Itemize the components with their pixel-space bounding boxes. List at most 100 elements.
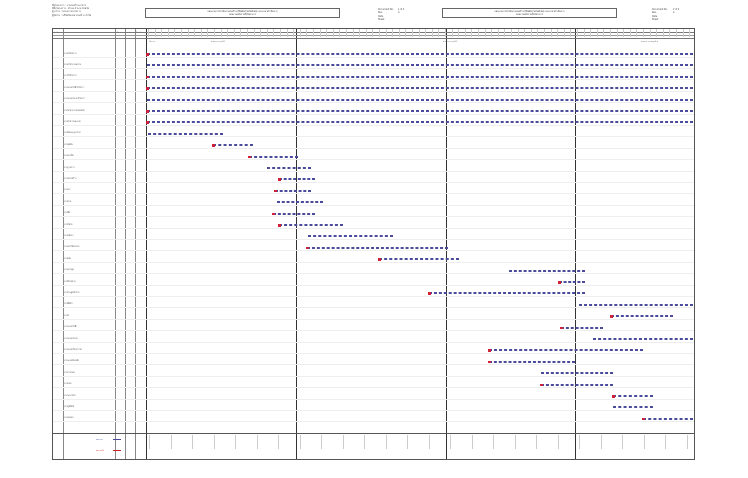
milestone-label: ส่งมอบงานงวดที่ 1 — [211, 41, 226, 43]
milestone-label: ส่งมอบงานงวดสุดท้าย — [641, 41, 659, 43]
row-rule — [53, 159, 694, 161]
timeline-tick — [689, 29, 691, 37]
timeline-tick — [656, 29, 658, 37]
task-row-label: งานฐานราก — [64, 166, 75, 169]
task-row-label: งานโครงสร้าง — [64, 177, 77, 180]
footer-column — [493, 435, 508, 449]
timeline-tick — [662, 29, 664, 37]
task-bar — [540, 383, 613, 387]
timeline-tick — [352, 29, 354, 37]
timeline-tick — [682, 29, 684, 37]
timeline-tick — [299, 29, 301, 37]
timeline-tick — [669, 29, 671, 37]
row-rule — [53, 238, 694, 240]
footer-column — [471, 435, 487, 449]
footer-column — [256, 435, 272, 449]
timeline-tick — [161, 29, 163, 37]
task-row-label: งานสำนักงานสนาม — [64, 63, 81, 66]
task-row-label: งานส่งมอบ — [64, 417, 74, 420]
period-divider — [296, 29, 297, 459]
timeline-tick — [583, 29, 585, 37]
row-rule — [53, 113, 694, 115]
footer-column — [407, 435, 422, 449]
row-rule — [53, 170, 694, 172]
timeline-tick — [491, 29, 493, 37]
legend-actual: ผลงานจริง — [96, 450, 105, 452]
task-bar — [147, 64, 693, 67]
row-rule — [53, 250, 694, 252]
footer-column — [536, 435, 551, 449]
project-info-line: ผู้ว่าจ้าง : หน่วยงานราชการ — [52, 10, 81, 14]
meta-label: Document No. — [378, 8, 394, 11]
task-bar — [593, 338, 693, 340]
title-box-right: แผนงานการดำเนินงานก่อสร้าง (Master Sched… — [442, 8, 617, 18]
timeline-tick — [544, 29, 545, 37]
timeline-tick — [563, 29, 565, 37]
doc-meta-right: Document No. Rev. Date Sheet — [652, 8, 668, 21]
footer-column — [278, 435, 293, 449]
timeline-tick — [372, 29, 374, 37]
col-divider — [135, 29, 136, 459]
task-bar — [509, 269, 585, 272]
legend-plan-swatch — [113, 439, 121, 440]
col-divider — [63, 29, 64, 459]
col-header-no: ลำดับ — [54, 32, 59, 34]
timeline-tick — [412, 29, 413, 37]
footer-column — [170, 435, 186, 449]
task-bar — [579, 303, 693, 306]
task-row-label: งานพื้นผิว — [64, 303, 73, 306]
timeline-tick — [174, 29, 176, 37]
row-rule — [53, 375, 694, 377]
project-info-line: ที่ตั้งโครงการ : ตำบล อำเภอ จังหวัด — [52, 7, 90, 11]
footer-column — [579, 435, 594, 449]
footer-column — [321, 435, 336, 449]
schedule-sheet: ลำดับ รายการ ปริมาณ หน่วย น้ำหนัก เริ่มง… — [52, 28, 695, 460]
footer-column — [686, 435, 702, 449]
task-bar — [148, 132, 223, 135]
timeline-tick — [339, 29, 341, 37]
row-rule — [53, 409, 694, 411]
timeline-tick — [365, 29, 367, 37]
col-header-weight: น้ำหนัก — [136, 32, 142, 34]
timeline-tick — [425, 29, 427, 37]
row-rule — [53, 181, 694, 183]
timeline-tick — [207, 29, 209, 37]
col-header-item: รายการ — [83, 32, 90, 34]
task-bar — [558, 281, 585, 284]
timeline-tick — [431, 29, 433, 37]
task-bar — [212, 144, 253, 147]
timeline-tick — [458, 29, 460, 37]
page-title-2: แผนงานการดำเนินงานก่อสร้าง (Master Sched… — [494, 10, 565, 13]
task-row-label: งานระบบประปาชั่วคราว — [64, 98, 86, 101]
timeline-tick — [187, 29, 189, 37]
timeline-tick — [504, 29, 506, 37]
timeline-tick — [233, 29, 235, 37]
footer-column — [299, 435, 315, 449]
period-divider — [446, 29, 447, 459]
row-rule — [53, 147, 694, 149]
header-rule — [53, 35, 694, 36]
task-bar — [278, 224, 343, 227]
period-divider — [575, 29, 576, 459]
task-row-label: งานระบบไฟฟ้าชั่วคราว — [64, 86, 85, 89]
doc-meta-left: Document No. Rev. Date Sheet — [378, 8, 394, 21]
footer-column — [192, 435, 207, 449]
timeline-tick — [273, 29, 275, 37]
task-bar — [274, 189, 311, 193]
row-rule — [53, 352, 694, 354]
task-row-label: งานระบายน้ำ — [64, 394, 76, 397]
timeline-tick — [537, 29, 539, 37]
timeline-tick — [227, 29, 229, 37]
doc-meta-left-values: 1 of 2 A — [398, 8, 404, 15]
row-rule — [53, 307, 694, 309]
meta-label: Date — [378, 14, 384, 18]
task-bar — [378, 258, 459, 261]
task-row-label: งานระบบประปา — [64, 337, 78, 340]
task-row-label: งานบันได — [64, 223, 73, 226]
timeline-tick — [629, 29, 631, 37]
timeline-tick — [471, 29, 473, 37]
footer-column — [643, 435, 659, 449]
row-rule — [53, 193, 694, 195]
task-bar — [146, 53, 693, 56]
timeline-tick — [214, 29, 215, 37]
